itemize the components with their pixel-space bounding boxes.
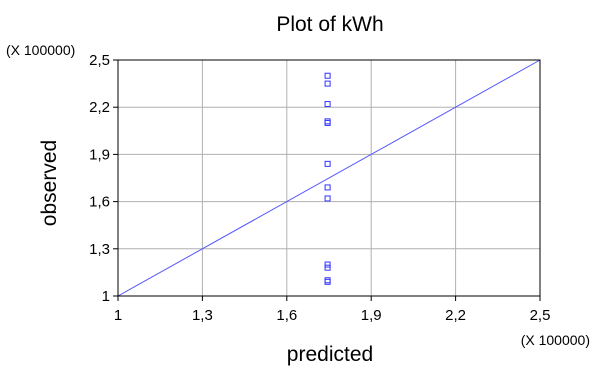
x-scale-label: (X 100000) (521, 332, 590, 348)
data-point-11 (324, 278, 331, 285)
plot-frame (113, 59, 541, 301)
y-tick-label-2: 1,6 (89, 194, 110, 211)
reference-line-layer (117, 59, 541, 297)
data-point-2 (324, 101, 331, 108)
tick-labels: 1 1,3 1,6 1,9 2,2 2,5 1 1,3 1,6 1,9 2,2 2,5 (89, 52, 550, 324)
data-point-7 (324, 195, 331, 202)
data-point-0 (324, 72, 331, 79)
data-point-9 (324, 264, 331, 271)
y-tick-label-1: 1,3 (89, 241, 110, 258)
data-points (324, 72, 331, 285)
data-point-3 (324, 118, 331, 125)
x-tick-label-0: 1 (114, 307, 122, 324)
y-axis-label: observed (38, 140, 61, 226)
data-point-10 (324, 277, 331, 284)
x-tick-label-1: 1,3 (192, 307, 213, 324)
data-point-5 (324, 160, 331, 167)
y-tick-label-3: 1,9 (89, 146, 110, 163)
x-tick-label-2: 1,6 (276, 307, 297, 324)
x-tick-label-4: 2,2 (445, 307, 466, 324)
y-tick-label-0: 1 (102, 288, 110, 305)
reference-line (117, 59, 541, 297)
plot-border (117, 59, 541, 297)
data-point-1 (324, 80, 331, 87)
y-tick-label-5: 2,5 (89, 52, 110, 69)
data-point-6 (324, 184, 331, 191)
x-tick-label-5: 2,5 (530, 307, 551, 324)
y-tick-label-4: 2,2 (89, 99, 110, 116)
chart-title: Plot of kWh (276, 13, 383, 36)
y-scale-label: (X 100000) (6, 42, 75, 58)
data-point-4 (324, 119, 331, 126)
data-point-8 (324, 261, 331, 268)
x-axis-label: predicted (287, 343, 373, 366)
x-tick-label-3: 1,9 (361, 307, 382, 324)
